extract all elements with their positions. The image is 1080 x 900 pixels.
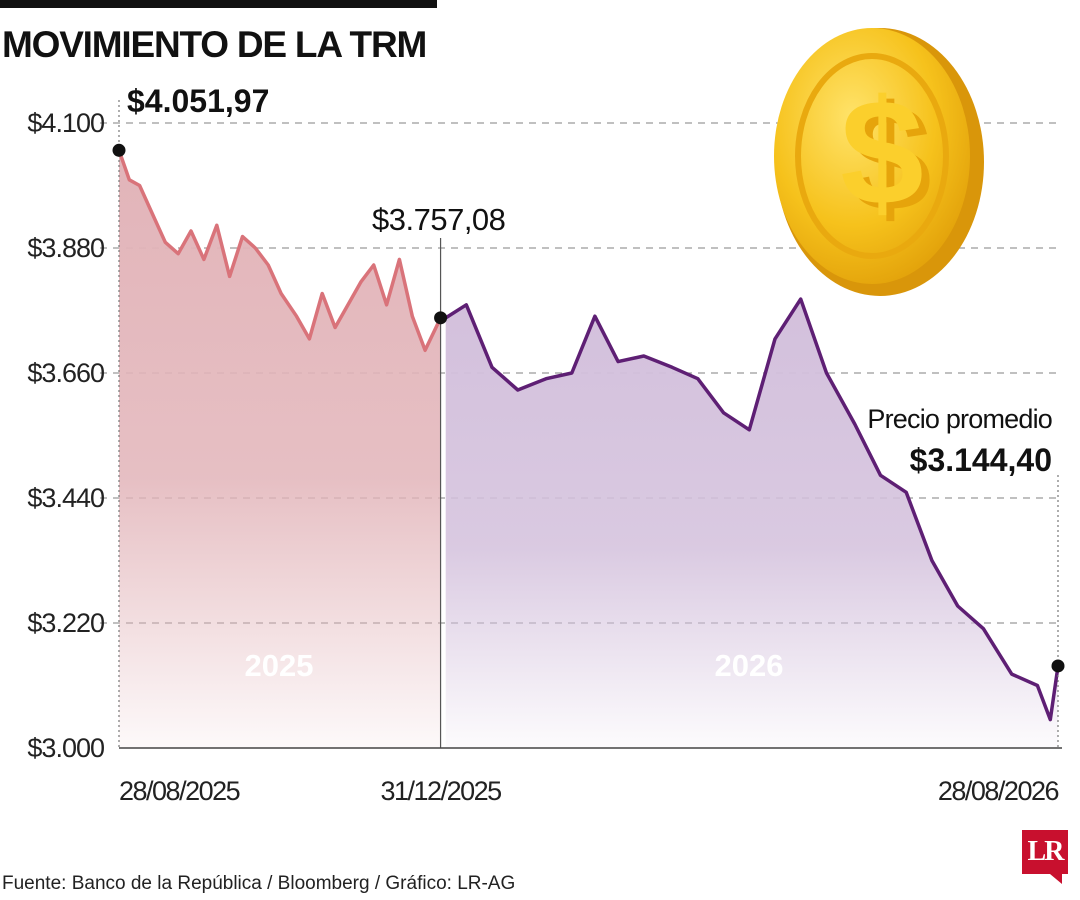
line-2026: [443, 297, 1060, 722]
x-tick-label: 31/12/2025: [381, 776, 502, 806]
line-2025: [117, 148, 443, 353]
average-price-label: Precio promedio: [867, 404, 1052, 434]
y-tick-label: $3.660: [27, 358, 104, 388]
region-label-2026: 2026: [715, 648, 784, 683]
lr-logo: LR: [1022, 830, 1068, 884]
region-label-2025: 2025: [245, 648, 314, 683]
y-tick-label: $3.880: [27, 233, 104, 263]
top-accent-bar: [0, 0, 437, 8]
highlight-markers: [112, 143, 1065, 673]
y-tick-label: $3.440: [27, 483, 104, 513]
y-tick-label: $4.100: [27, 108, 104, 138]
source-note: Fuente: Banco de la República / Bloomber…: [2, 873, 516, 894]
tick-labels: $3.000 $3.220 $3.440 $3.660 $3.880 $4.100 28/0…: [27, 108, 1060, 806]
start-value-label: $4.051,97: [127, 83, 269, 119]
year-end-value-label: $3.757,08: [372, 202, 505, 237]
area-2026: [445, 299, 1058, 748]
x-tick-label: 28/08/2025: [119, 776, 240, 806]
y-tick-label: $3.000: [27, 733, 104, 763]
highlight-point: [434, 311, 448, 325]
x-tick-label: 28/08/2026: [938, 776, 1059, 806]
chart-title: MOVIMIENTO DE LA TRM: [2, 24, 427, 65]
svg-text:$: $: [840, 68, 923, 236]
highlight-point: [1051, 659, 1065, 673]
average-price-value: $3.144,40: [910, 442, 1052, 478]
series-lines: [117, 148, 1060, 722]
dollar-coin-icon: $ $: [774, 28, 984, 296]
svg-text:$: $: [848, 74, 931, 242]
series-areas: [119, 150, 1058, 749]
area-2025: [119, 150, 441, 749]
highlight-point: [112, 143, 126, 157]
y-tick-label: $3.220: [27, 608, 104, 638]
